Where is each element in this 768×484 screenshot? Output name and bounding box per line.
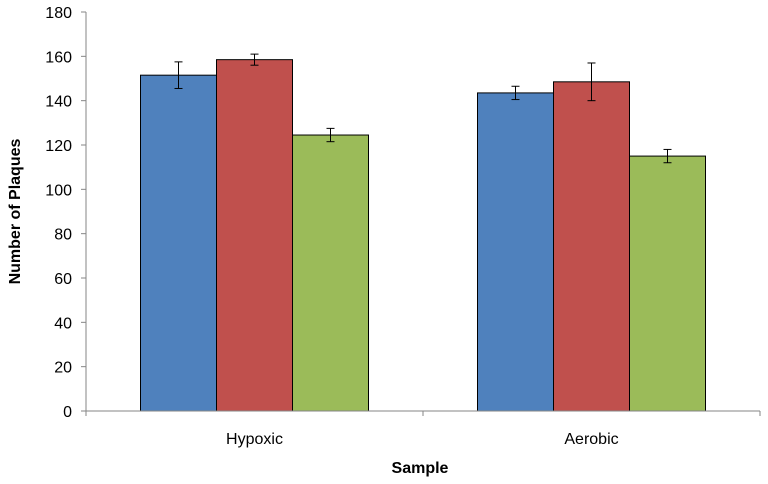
y-axis-title: Number of Plaques (7, 139, 24, 285)
bar-hypoxic-series-2 (216, 59, 293, 412)
y-tick-label: 40 (54, 315, 72, 332)
y-tick-label: 60 (54, 271, 72, 288)
error-bar-hypoxic-series-3 (326, 127, 335, 143)
y-tick-label: 20 (54, 360, 72, 377)
error-bar-aerobic-series-2 (587, 62, 596, 102)
bar-aerobic-series-1 (477, 92, 554, 412)
error-bar-aerobic-series-1 (511, 85, 520, 101)
y-tick-label: 80 (54, 227, 72, 244)
error-bar-hypoxic-series-2 (250, 53, 259, 66)
y-tick-label: 100 (45, 182, 72, 199)
y-tick-label: 180 (45, 5, 72, 22)
error-bars (174, 53, 672, 164)
bar-hypoxic-series-3 (292, 134, 369, 412)
bar-aerobic-series-2 (553, 81, 630, 412)
x-axis-title: Sample (392, 460, 449, 477)
y-tick-label: 0 (63, 404, 72, 421)
y-tick-label: 160 (45, 49, 72, 66)
bar-aerobic-series-3 (629, 155, 706, 412)
category-labels: Hypoxic Aerobic (226, 431, 619, 448)
category-label-hypoxic: Hypoxic (226, 431, 283, 448)
bars (140, 59, 706, 412)
y-tick-labels: 0 20 40 60 80 100 120 140 160 180 (45, 5, 72, 421)
x-axis-ticks (85, 411, 761, 416)
category-label-aerobic: Aerobic (564, 431, 618, 448)
y-tick-label: 140 (45, 94, 72, 111)
y-axis-ticks (81, 11, 86, 412)
error-bar-hypoxic-series-1 (174, 61, 183, 89)
bar-hypoxic-series-1 (140, 74, 217, 412)
y-tick-label: 120 (45, 138, 72, 155)
error-bar-aerobic-series-3 (663, 148, 672, 164)
